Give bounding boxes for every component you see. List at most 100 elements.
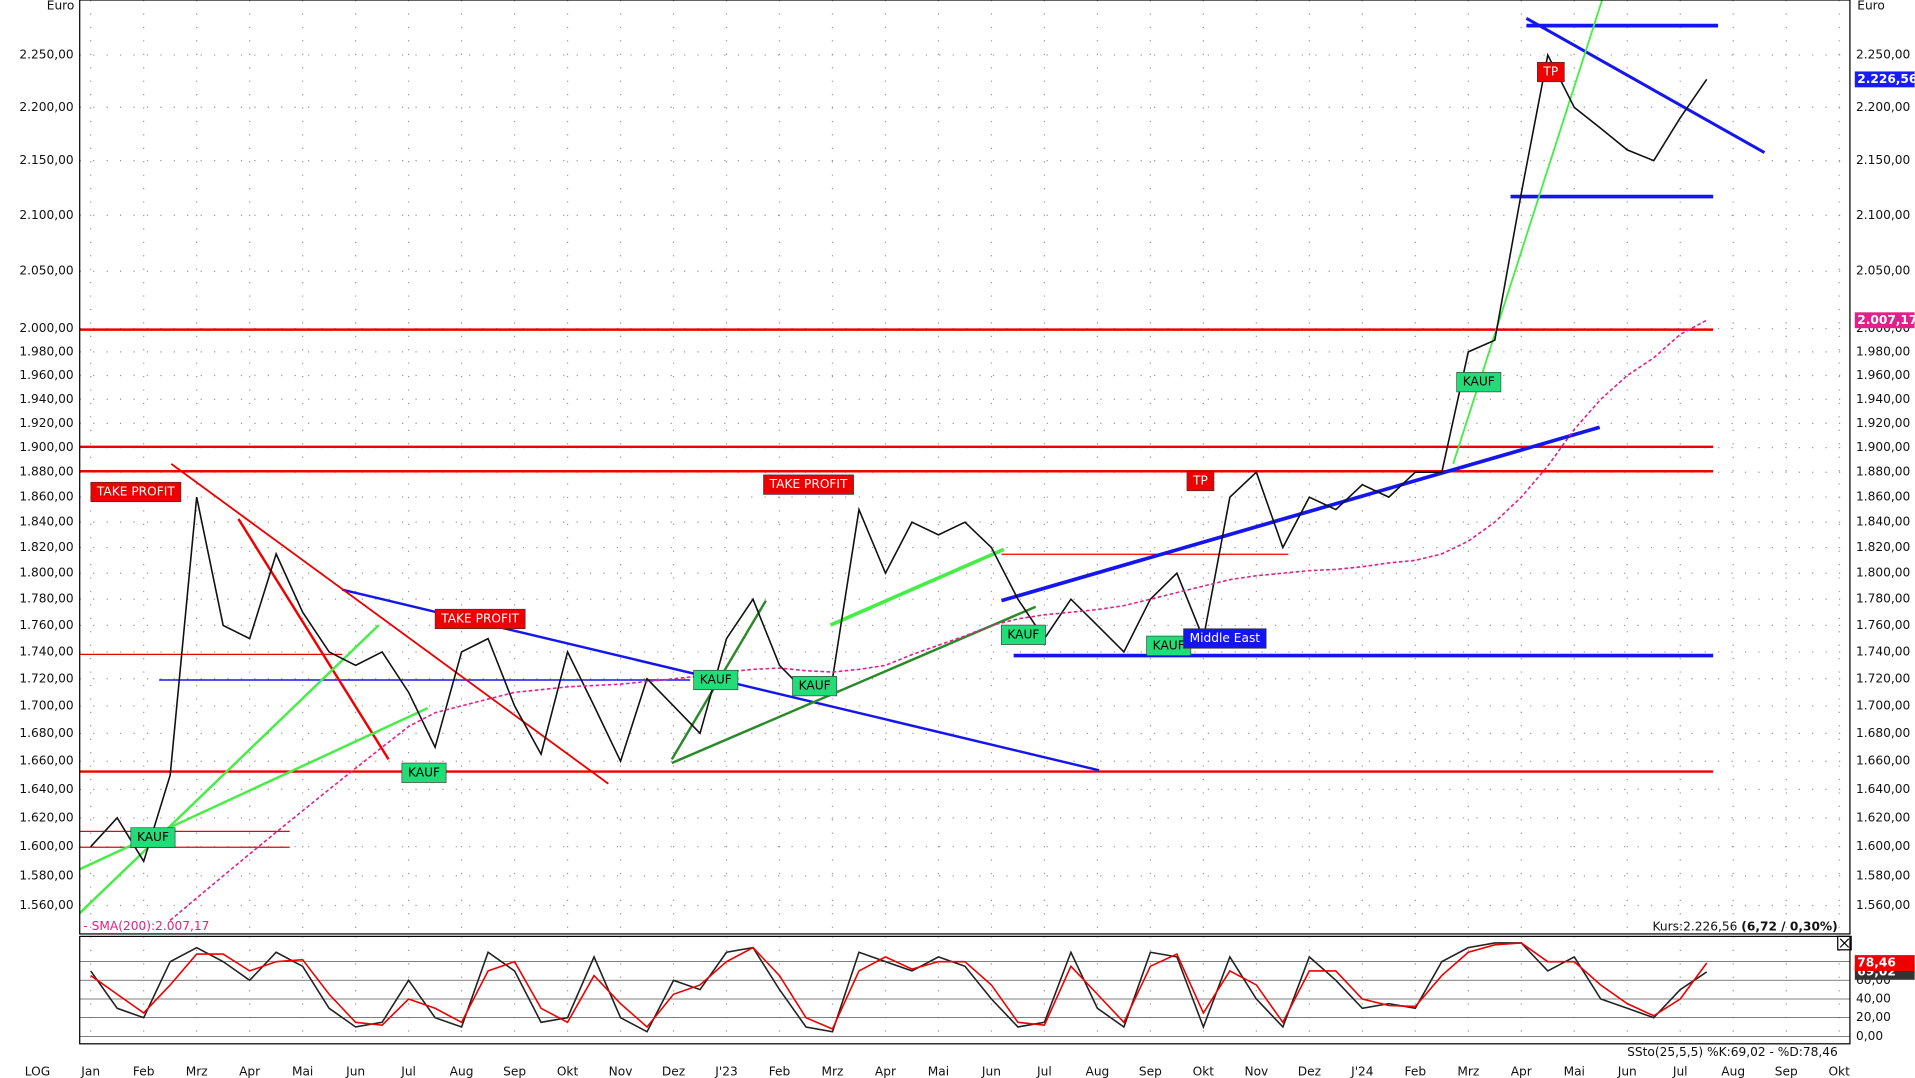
annotation-box (1000, 624, 1046, 645)
y-tick-label: 2.100,00 (1856, 208, 1910, 222)
x-tick-label: Feb (133, 1064, 155, 1078)
value-marker-label: 78,46 (1857, 956, 1896, 970)
y-axis-label: Euro (1857, 0, 1885, 13)
y-tick-label: 1.780,00 (1856, 592, 1910, 606)
y-tick-label: 1.620,00 (1856, 810, 1910, 824)
y-tick-label: 1.760,00 (1856, 618, 1910, 632)
x-tick-label: Mai (1564, 1064, 1585, 1078)
x-tick-label: Mai (292, 1064, 313, 1078)
value-marker (1854, 955, 1915, 971)
y-axis-label: Euro (47, 0, 75, 13)
y-tick-label: 1.980,00 (1856, 344, 1910, 358)
x-tick-label: Okt (1828, 1064, 1850, 1078)
y-tick-label: 2.050,00 (19, 264, 73, 278)
change-text: (6,72 / 0,30%) (1741, 919, 1837, 933)
y-tick-label: 2.150,00 (19, 153, 73, 167)
trend-line (1525, 16, 1766, 154)
annotation-label: TP (1192, 474, 1208, 488)
value-marker (1854, 312, 1915, 329)
x-tick-label: Jun (1617, 1064, 1637, 1078)
annotation-label: TAKE PROFIT (769, 477, 848, 491)
annotation-box (693, 669, 739, 691)
annotation-box (434, 608, 526, 630)
close-icon[interactable] (1839, 938, 1850, 948)
y-tick-label: 1.740,00 (19, 644, 73, 658)
annotation-label: KAUF (1007, 627, 1039, 641)
x-tick-label: Apr (875, 1064, 897, 1078)
x-tick-label: Aug (450, 1064, 474, 1078)
y-tick-label: 1.640,00 (1856, 782, 1910, 796)
x-tick-label: Sep (1775, 1064, 1798, 1078)
y-tick-label: 1.800,00 (1856, 566, 1910, 580)
y-tick-label: 1.820,00 (1856, 540, 1910, 554)
y-tick-label: 2.050,00 (1856, 264, 1910, 278)
y-tick-label: 1.660,00 (19, 754, 73, 768)
x-tick-label: Nov (1244, 1064, 1268, 1078)
y-tick-label: 2.200,00 (19, 100, 73, 114)
annotation-box (90, 481, 182, 503)
y-tick-label: 1.580,00 (19, 868, 73, 882)
x-tick-label: Okt (1193, 1064, 1215, 1078)
x-tick-label: Jun (981, 1064, 1001, 1078)
annotation-label: TAKE PROFIT (96, 484, 175, 498)
x-tick-label: Mrz (1457, 1064, 1479, 1078)
y-tick-label: 2.150,00 (1856, 153, 1910, 167)
x-tick-label: Jul (1036, 1064, 1052, 1078)
y-tick-label: 1.720,00 (19, 671, 73, 685)
value-marker-label: 2.226,56 (1857, 72, 1915, 86)
annotation-label: TAKE PROFIT (440, 611, 519, 625)
annotation-box (1456, 372, 1502, 393)
x-tick-label: Mrz (822, 1064, 844, 1078)
y-tick-label: 2.200,00 (1856, 100, 1910, 114)
y-tick-label: 1.560,00 (19, 898, 73, 912)
annotation-box (401, 762, 447, 783)
y-tick-label: 1.820,00 (19, 540, 73, 554)
trend-line (829, 547, 1005, 627)
x-tick-label: Okt (557, 1064, 579, 1078)
y-tick-label: 1.760,00 (19, 618, 73, 632)
y-tick-label: 1.900,00 (1856, 440, 1910, 454)
price-text: Kurs:2.226,56 (1653, 919, 1742, 933)
annotation-label: KAUF (700, 673, 732, 687)
y-tick-label: 1.880,00 (19, 465, 73, 479)
y-tick-label: 2.000,00 (19, 321, 73, 335)
y-tick-label: 1.940,00 (1856, 392, 1910, 406)
annotation-label: KAUF (137, 830, 169, 844)
plot (90, 52, 1708, 1033)
x-tick-label: J'23 (714, 1064, 737, 1078)
x-tick-label: Sep (503, 1064, 526, 1078)
axis-mode: LOG (25, 1064, 50, 1078)
value-marker-label: 2.007,17 (1857, 313, 1915, 327)
x-tick-label: Jun (345, 1064, 365, 1078)
x-tick-label: Dez (1298, 1064, 1321, 1078)
stoch-caption: SSto(25,5,5) %K:69,02 - %D:78,46 (1627, 1045, 1838, 1059)
annotation-label: Middle East (1190, 631, 1261, 645)
price-line (169, 319, 1708, 921)
annotation-box (130, 827, 176, 848)
x-tick-label: Nov (609, 1064, 633, 1078)
y-tick-label: 1.600,00 (19, 839, 73, 853)
annotation-box (1537, 61, 1565, 83)
y-tick-label: 1.780,00 (19, 592, 73, 606)
y-tick-label: 1.960,00 (1856, 368, 1910, 382)
x-tick-label: Aug (1086, 1064, 1110, 1078)
annotation-label: KAUF (1463, 375, 1495, 389)
x-tick-label: Sep (1139, 1064, 1162, 1078)
y-tick-label: 20,00 (1856, 1010, 1891, 1024)
price-line (90, 52, 1708, 864)
y-tick-label: 1.680,00 (1856, 726, 1910, 740)
y-tick-label: 2.250,00 (19, 48, 73, 62)
y-tick-label: 1.740,00 (1856, 644, 1910, 658)
annotation-box (792, 676, 838, 697)
close-button[interactable] (1837, 935, 1852, 951)
x-tick-label: Jul (1672, 1064, 1688, 1078)
y-tick-label: 1.700,00 (1856, 698, 1910, 712)
annotation-box (763, 474, 854, 495)
x-tick-label: Apr (1511, 1064, 1533, 1078)
y-tick-label: 1.700,00 (19, 698, 73, 712)
stoch-line (90, 942, 1708, 1033)
y-tick-label: 1.940,00 (19, 392, 73, 406)
y-tick-label: 2.100,00 (19, 208, 73, 222)
